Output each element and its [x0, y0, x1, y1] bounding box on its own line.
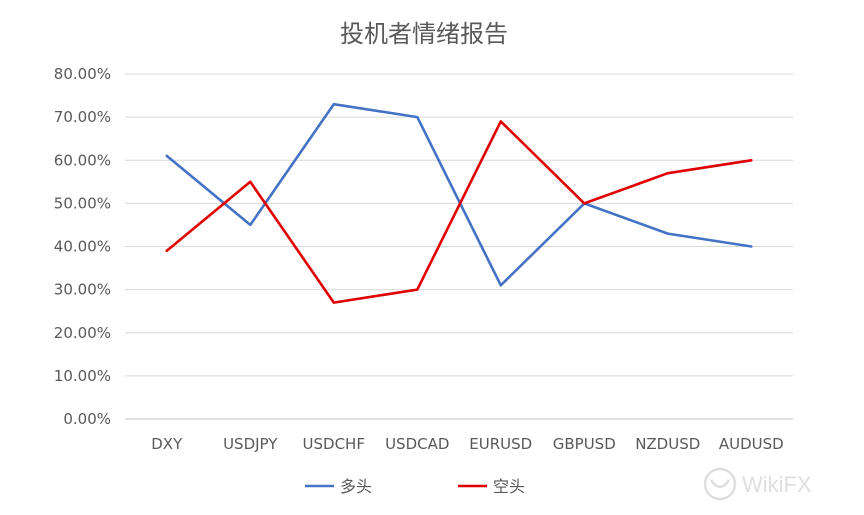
legend: 多头 空头 [305, 477, 525, 496]
x-tick-label: USDJPY [223, 435, 278, 453]
watermark-logo-mark-icon [709, 479, 731, 489]
y-tick-label: 40.00% [54, 238, 111, 256]
y-tick-label: 30.00% [54, 281, 111, 299]
x-tick-label: AUDUSD [719, 435, 784, 453]
y-tick-label: 10.00% [54, 367, 111, 385]
legend-label: 多头 [340, 477, 372, 496]
y-tick-label: 70.00% [54, 108, 111, 126]
y-tick-label: 80.00% [54, 65, 111, 83]
y-tick-label: 0.00% [63, 410, 111, 428]
y-tick-label: 20.00% [54, 324, 111, 342]
gridlines [125, 73, 793, 420]
series-line-1 [165, 102, 753, 287]
x-tick-label: USDCAD [385, 435, 449, 453]
x-tick-label: EURUSD [469, 435, 532, 453]
series-lines [165, 102, 753, 304]
watermark: WikiFX [703, 467, 812, 501]
y-tick-label: 50.00% [54, 194, 111, 212]
x-tick-label: GBPUSD [553, 435, 616, 453]
x-axis-ticks: DXY USDJPY USDCHF USDCAD EURUSD GBPUSD NZDUSD A… [151, 435, 783, 453]
watermark-logo-icon [703, 467, 737, 501]
chart-title: 投机者情绪报告 [340, 20, 508, 48]
legend-label: 空头 [493, 477, 525, 496]
y-axis-ticks: 0.00% 10.00% 20.00% 30.00% 40.00% 50.00% 60.00… [54, 65, 111, 428]
x-tick-label: USDCHF [303, 435, 365, 453]
y-tick-label: 60.00% [54, 151, 111, 169]
x-tick-label: NZDUSD [635, 435, 700, 453]
x-tick-label: DXY [151, 435, 183, 453]
series-line-2 [165, 120, 753, 304]
watermark-text: WikiFX [742, 472, 812, 497]
